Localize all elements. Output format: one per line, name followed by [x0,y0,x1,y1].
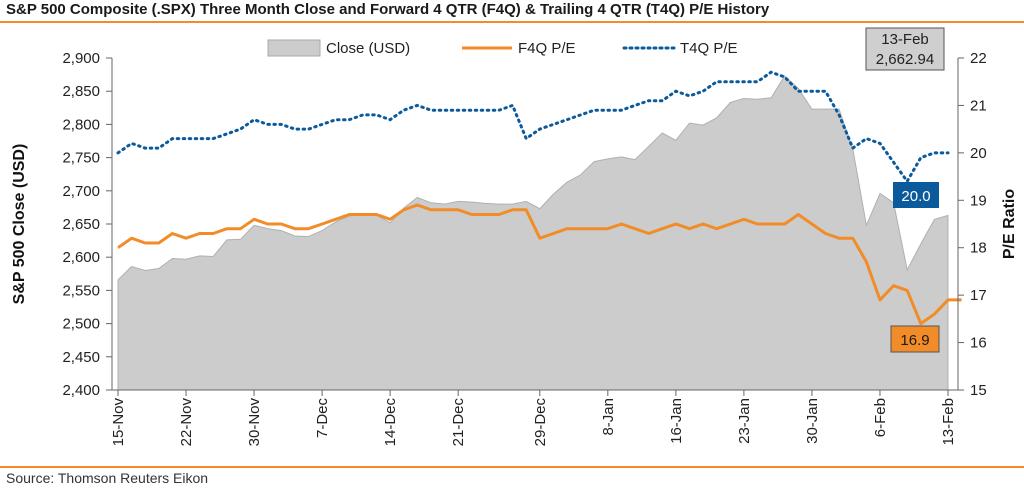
f4q-callout: 16.9 [890,325,940,353]
y-left-tick-label: 2,800 [62,116,100,133]
y-left-tick-label: 2,700 [62,183,100,200]
y-left-tick-label: 2,550 [62,282,100,299]
x-tick-label: 30-Jan [804,398,821,444]
close-callout: 13-Feb 2,662.94 [865,27,945,71]
y-left-tick-label: 2,500 [62,316,100,333]
x-tick-label: 22-Nov [178,398,195,447]
x-tick-labels: 15-Nov 22-Nov 30-Nov 7-Dec 14-Dec 21-Dec 29-De… [110,390,957,446]
y-left-tick-label: 2,900 [62,50,100,67]
y-right-tick-label: 21 [970,97,987,114]
x-tick-label: 30-Nov [246,398,263,447]
y-right-tick-label: 17 [970,287,987,304]
t4q-callout: 20.0 [893,182,939,208]
y-left-tick-label: 2,850 [62,83,100,100]
x-tick-label: 29-Dec [532,398,549,447]
y-right-tick-label: 18 [970,240,987,257]
x-tick-label: 13-Feb [940,398,957,446]
x-tick-label: 6-Feb [872,398,889,437]
y-left-tick-label: 2,600 [62,249,100,266]
chart-title: S&P 500 Composite (.SPX) Three Month Clo… [6,1,770,18]
pe-lines-layer [116,70,962,326]
y-right-tick-label: 22 [970,50,987,67]
t4q-callout-box [893,182,939,208]
footer-divider [0,466,1024,468]
x-tick-label: 8-Jan [600,398,617,436]
source-note: Source: Thomson Reuters Eikon [6,470,209,486]
f4q-callout-value: 16.9 [900,332,929,349]
x-tick-label: 21-Dec [450,398,467,447]
y-right-tick-label: 16 [970,335,987,352]
legend-label-close: Close (USD) [326,40,410,57]
x-tick-label: 14-Dec [382,398,399,447]
f4q-callout-box [890,325,940,353]
legend-swatch-close [267,39,321,57]
y-left-tick-label: 2,750 [62,150,100,167]
t4q-line [116,70,950,185]
y-right-tick-label: 20 [970,145,987,162]
y-right-tick-label: 15 [970,382,987,399]
x-tick-label: 16-Jan [668,398,685,444]
y-right-tick-label: 19 [970,192,987,209]
left-tick-labels: 2,400 2,450 2,500 2,550 2,600 2,650 2,700 2,750… [62,50,112,399]
close-area-layer [117,75,949,391]
close-callout-box [865,27,945,71]
close-callout-date: 13-Feb [881,31,929,48]
x-tick-label: 15-Nov [110,398,127,447]
legend: Close (USD) F4Q P/E T4Q P/E [267,39,738,57]
f4q-line [117,203,962,326]
y-left-tick-label: 2,400 [62,382,100,399]
y-left-axis-title: S&P 500 Close (USD) [11,144,28,305]
t4q-callout-value: 20.0 [901,188,930,205]
close-callout-value: 2,662.94 [876,51,934,68]
close-area [117,75,949,391]
x-tick-label: 23-Jan [736,398,753,444]
title-divider [0,21,1024,23]
y-left-tick-label: 2,450 [62,349,100,366]
chart-svg: 2,400 2,450 2,500 2,550 2,600 2,650 2,700 2,750… [11,27,1018,446]
x-tick-label: 7-Dec [314,398,331,439]
legend-label-f4q: F4Q P/E [518,40,576,57]
y-right-axis-title: P/E Ratio [1001,189,1018,259]
y-left-tick-label: 2,650 [62,216,100,233]
right-tick-labels: 15 16 17 18 19 20 21 22 [958,50,987,399]
legend-label-t4q: T4Q P/E [680,40,738,57]
